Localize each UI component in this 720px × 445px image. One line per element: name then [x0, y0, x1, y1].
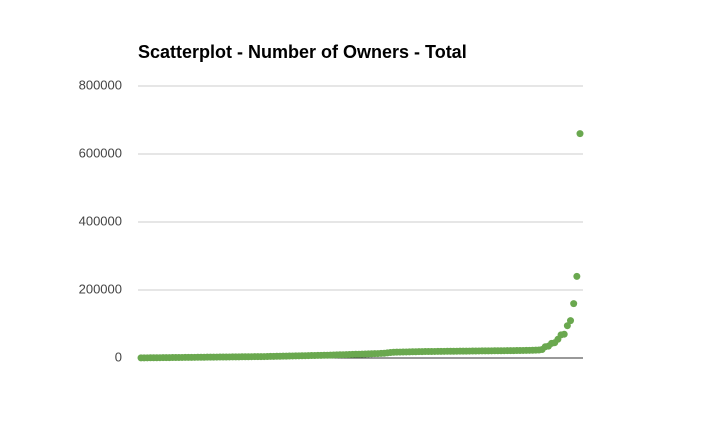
point	[570, 300, 578, 308]
y-tick-label: 400000	[79, 213, 122, 228]
y-tick-label: 0	[115, 349, 122, 364]
chart-title: Scatterplot - Number of Owners - Total	[138, 42, 467, 62]
point	[573, 272, 581, 280]
y-tick-label: 200000	[79, 281, 122, 296]
point	[563, 322, 571, 330]
point	[567, 317, 575, 325]
point	[576, 130, 584, 138]
y-tick-label: 600000	[79, 145, 122, 160]
y-tick-label: 800000	[79, 77, 122, 92]
point	[560, 330, 568, 338]
